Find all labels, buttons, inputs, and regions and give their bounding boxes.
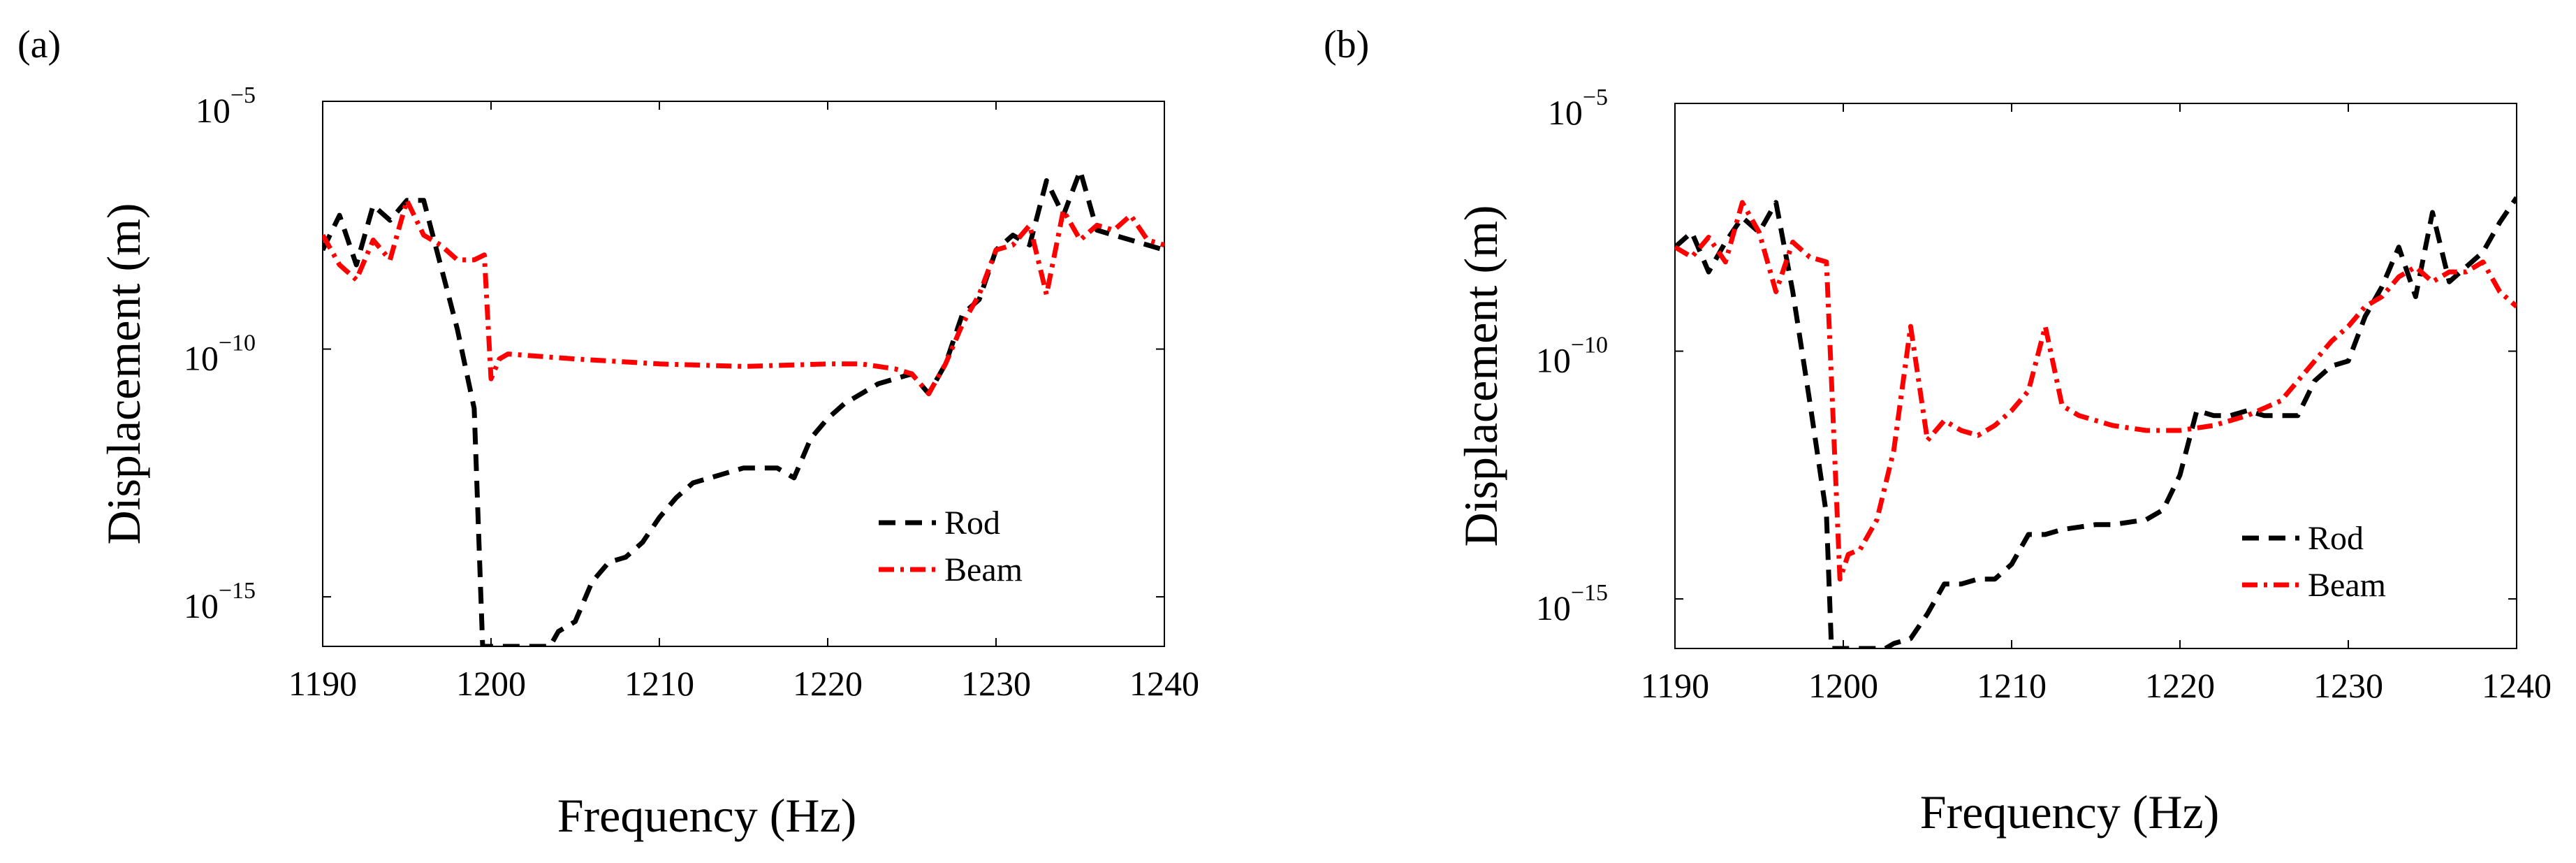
y-tick-label: 10−10 [1536, 333, 1608, 380]
panel-a: (a) 1190 1200 1210 1220 1230 1240 10−510−1010… [17, 23, 1199, 842]
y-tick-base: 10 [184, 339, 219, 378]
y-axis-title-a: Displacement (m) [97, 203, 150, 544]
x-tick-labels-a: 1190 1200 1210 1220 1230 1240 [288, 664, 1199, 703]
x-tick-label: 1220 [793, 664, 863, 703]
y-tick-label: 10−10 [184, 331, 256, 378]
y-tick-label: 10−5 [196, 82, 256, 130]
axes-frame-b [1674, 103, 2517, 649]
legend-label-beam-a: Beam [944, 551, 1023, 588]
y-tick-exponent: −10 [219, 331, 256, 356]
y-tick-base: 10 [184, 586, 219, 625]
series-group-b [1675, 196, 2517, 648]
y-tick-exponent: −15 [1571, 580, 1608, 606]
legend-label-beam-b: Beam [2308, 567, 2386, 604]
panel-label-b: (b) [1324, 23, 1369, 66]
x-tick-label: 1210 [1977, 666, 2047, 705]
y-tick-exponent: −5 [1583, 85, 1608, 110]
legend-label-rod-b: Rod [2308, 520, 2364, 557]
plot-area-a [322, 101, 1165, 647]
series-line-rod-b [1675, 196, 2517, 648]
legend-a: Rod Beam [879, 505, 1023, 588]
legend-b: Rod Beam [2242, 520, 2386, 604]
y-tick-base: 10 [1536, 588, 1571, 628]
y-tick-exponent: −15 [219, 578, 256, 604]
x-tick-label: 1200 [456, 664, 526, 703]
x-tick-label: 1230 [961, 664, 1031, 703]
y-tick-base: 10 [1548, 93, 1583, 132]
legend-label-rod-a: Rod [944, 505, 1000, 542]
x-tick-label: 1210 [624, 664, 694, 703]
y-tick-label: 10−15 [184, 578, 256, 625]
axes-frame-a [322, 101, 1165, 647]
x-tick-label: 1190 [288, 664, 357, 703]
plot-area-b [1674, 103, 2517, 649]
y-axis-title-b: Displacement (m) [1454, 205, 1507, 546]
series-line-rod-a [323, 168, 1164, 646]
x-tick-label: 1200 [1808, 666, 1878, 705]
y-tick-base: 10 [196, 91, 230, 130]
panel-b: (b) 1190 1200 1210 1220 1230 1240 10−510−1010… [1324, 23, 2552, 839]
x-tick-label: 1220 [2145, 666, 2215, 705]
tick-marks-a [322, 101, 1165, 646]
x-axis-title-a: Frequency (Hz) [557, 789, 857, 842]
y-tick-exponent: −5 [230, 82, 256, 108]
tick-marks-b [1674, 103, 2517, 648]
x-tick-label: 1240 [2482, 666, 2552, 705]
series-group-a [323, 168, 1164, 646]
y-tick-base: 10 [1536, 341, 1571, 380]
y-tick-label: 10−15 [1536, 580, 1608, 628]
x-tick-label: 1230 [2313, 666, 2383, 705]
x-axis-title-b: Frequency (Hz) [1920, 785, 2220, 839]
y-tick-exponent: −10 [1571, 333, 1608, 358]
x-tick-label: 1240 [1129, 664, 1199, 703]
series-line-beam-b [1675, 200, 2517, 582]
x-tick-labels-b: 1190 1200 1210 1220 1230 1240 [1641, 666, 2552, 705]
panel-label-a: (a) [17, 23, 61, 66]
x-tick-label: 1190 [1641, 666, 1709, 705]
y-tick-label: 10−5 [1548, 85, 1608, 132]
